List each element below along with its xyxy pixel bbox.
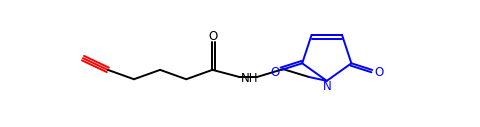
- Text: O: O: [374, 66, 384, 79]
- Text: N: N: [323, 80, 331, 93]
- Text: O: O: [209, 30, 218, 43]
- Text: NH: NH: [241, 72, 259, 85]
- Text: O: O: [270, 66, 279, 79]
